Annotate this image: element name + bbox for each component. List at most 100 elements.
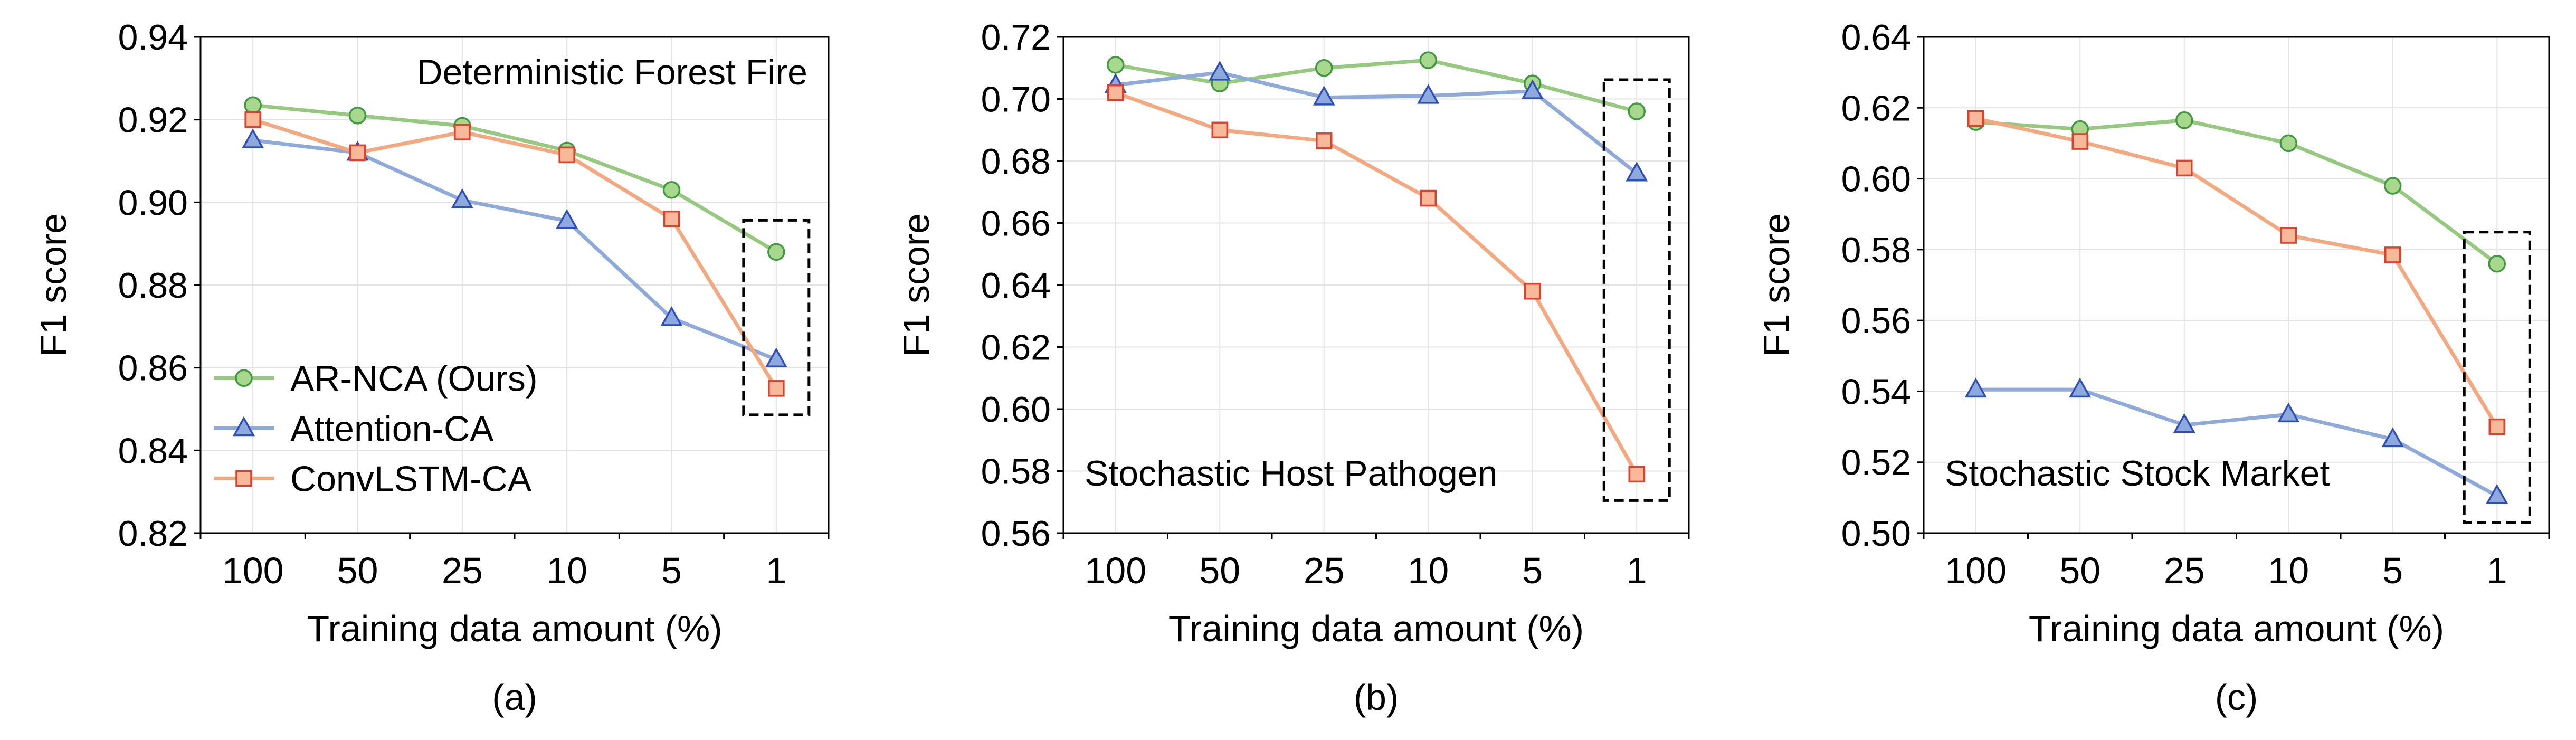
data-point (2488, 418, 2505, 435)
y-tick-label: 0.82 (118, 514, 188, 554)
x-tick-label: 50 (1199, 550, 1240, 591)
chart-panel-2: 0.56 0.58 0.60 0.62 0.64 0.66 0.68 0.70 0.72 100 5… (896, 17, 1690, 718)
x-tick-label: 10 (2268, 550, 2309, 591)
series-line (1114, 91, 1639, 476)
panel-label: (a) (492, 677, 537, 718)
legend-label: AR-NCA (Ours) (290, 358, 537, 399)
x-axis-label: Training data amount (%) (2029, 608, 2444, 649)
y-tick-label: 0.92 (118, 100, 188, 140)
data-point (1628, 102, 1646, 120)
data-point (1521, 79, 1544, 99)
panel-label: (b) (1354, 677, 1399, 718)
data-point (1628, 466, 1645, 483)
y-tick-label: 0.70 (981, 80, 1051, 120)
x-tick-label: 25 (2164, 550, 2205, 591)
data-point (454, 124, 471, 140)
y-tick-label: 0.60 (1841, 159, 1911, 200)
series-convlstm-ca (1107, 84, 1645, 483)
series-attention-ca (1964, 377, 2508, 504)
y-tick-label: 0.56 (1841, 301, 1911, 341)
legend-item-ar-nca-ours: AR-NCA (Ours) (214, 358, 537, 399)
x-tick-label: 100 (1085, 550, 1146, 591)
y-tick-label: 0.62 (981, 328, 1051, 368)
x-axis-label: Training data amount (%) (1168, 608, 1584, 649)
x-tick-label: 100 (1945, 550, 2007, 591)
x-tick-label: 25 (1304, 550, 1345, 591)
data-point (244, 96, 262, 114)
y-tick-label: 0.90 (118, 183, 188, 223)
y-tick-label: 0.54 (1841, 372, 1911, 412)
y-axis-label: F1 score (896, 213, 937, 357)
highlight-box (1602, 78, 1671, 502)
series-line (1974, 118, 2499, 266)
series-line (1974, 116, 2499, 429)
y-tick-label: 0.52 (1841, 443, 1911, 483)
data-point (660, 306, 683, 326)
x-tick-label: 10 (546, 550, 587, 591)
data-point (768, 380, 785, 397)
x-axis-label: Training data amount (%) (307, 608, 722, 649)
data-point (2277, 402, 2300, 423)
data-point (244, 111, 261, 128)
legend-marker (235, 369, 253, 387)
data-point (765, 347, 787, 368)
data-point (2384, 177, 2402, 195)
data-point (2173, 413, 2195, 433)
series-line (251, 138, 778, 362)
legend-item-attention-ca: Attention-CA (214, 409, 494, 449)
series-attention-ca (242, 128, 787, 368)
data-point (1964, 377, 1987, 398)
data-point (1315, 59, 1333, 77)
data-point (2069, 377, 2092, 398)
series-attention-ca (1104, 60, 1648, 182)
data-point (556, 208, 578, 229)
data-point (349, 144, 366, 162)
chart-panel-1: 0.82 0.84 0.86 0.88 0.90 0.92 0.94 100 50 25 10 5 1 T… (33, 17, 830, 718)
y-tick-label: 0.84 (118, 431, 188, 471)
data-point (2486, 483, 2508, 504)
data-point (2381, 427, 2404, 448)
highlight-box (742, 219, 811, 416)
legend-label: Attention-CA (290, 409, 494, 449)
y-tick-label: 0.58 (1841, 230, 1911, 270)
data-point (2384, 246, 2401, 263)
data-point (2071, 133, 2088, 150)
series-line (1114, 58, 1639, 113)
data-point (1626, 161, 1648, 182)
legend-item-convlstm-ca: ConvLSTM-CA (214, 459, 532, 499)
y-tick-label: 0.66 (981, 204, 1051, 244)
chart-title: Stochastic Host Pathogen (1085, 453, 1497, 494)
data-point (2176, 159, 2193, 177)
data-point (1419, 51, 1437, 69)
x-tick-label: 1 (766, 550, 786, 591)
chart-title: Stochastic Stock Market (1945, 453, 2330, 494)
series-line (251, 118, 778, 391)
x-tick-label: 100 (222, 550, 284, 591)
data-point (1420, 189, 1437, 207)
x-tick-label: 1 (1627, 550, 1647, 591)
data-point (2280, 227, 2297, 244)
data-point (1524, 283, 1541, 300)
legend-marker (232, 416, 255, 437)
data-point (2279, 134, 2297, 153)
data-point (348, 107, 367, 125)
data-point (1209, 60, 1231, 81)
panel-label: (c) (2215, 677, 2258, 718)
data-point (242, 128, 264, 148)
y-tick-label: 0.50 (1841, 514, 1911, 554)
legend-label: ConvLSTM-CA (290, 459, 532, 499)
chart-title: Deterministic Forest Fire (416, 52, 807, 92)
y-tick-label: 0.88 (118, 265, 188, 306)
highlight-box (2463, 231, 2531, 524)
data-point (451, 188, 473, 208)
y-tick-label: 0.62 (1841, 88, 1911, 128)
series-line (1974, 387, 2499, 498)
data-point (1211, 121, 1228, 138)
data-point (2488, 254, 2506, 273)
x-tick-label: 50 (2059, 550, 2100, 591)
data-point (663, 210, 680, 227)
data-point (767, 243, 785, 261)
x-tick-label: 50 (337, 550, 378, 591)
y-tick-label: 0.56 (981, 514, 1051, 554)
